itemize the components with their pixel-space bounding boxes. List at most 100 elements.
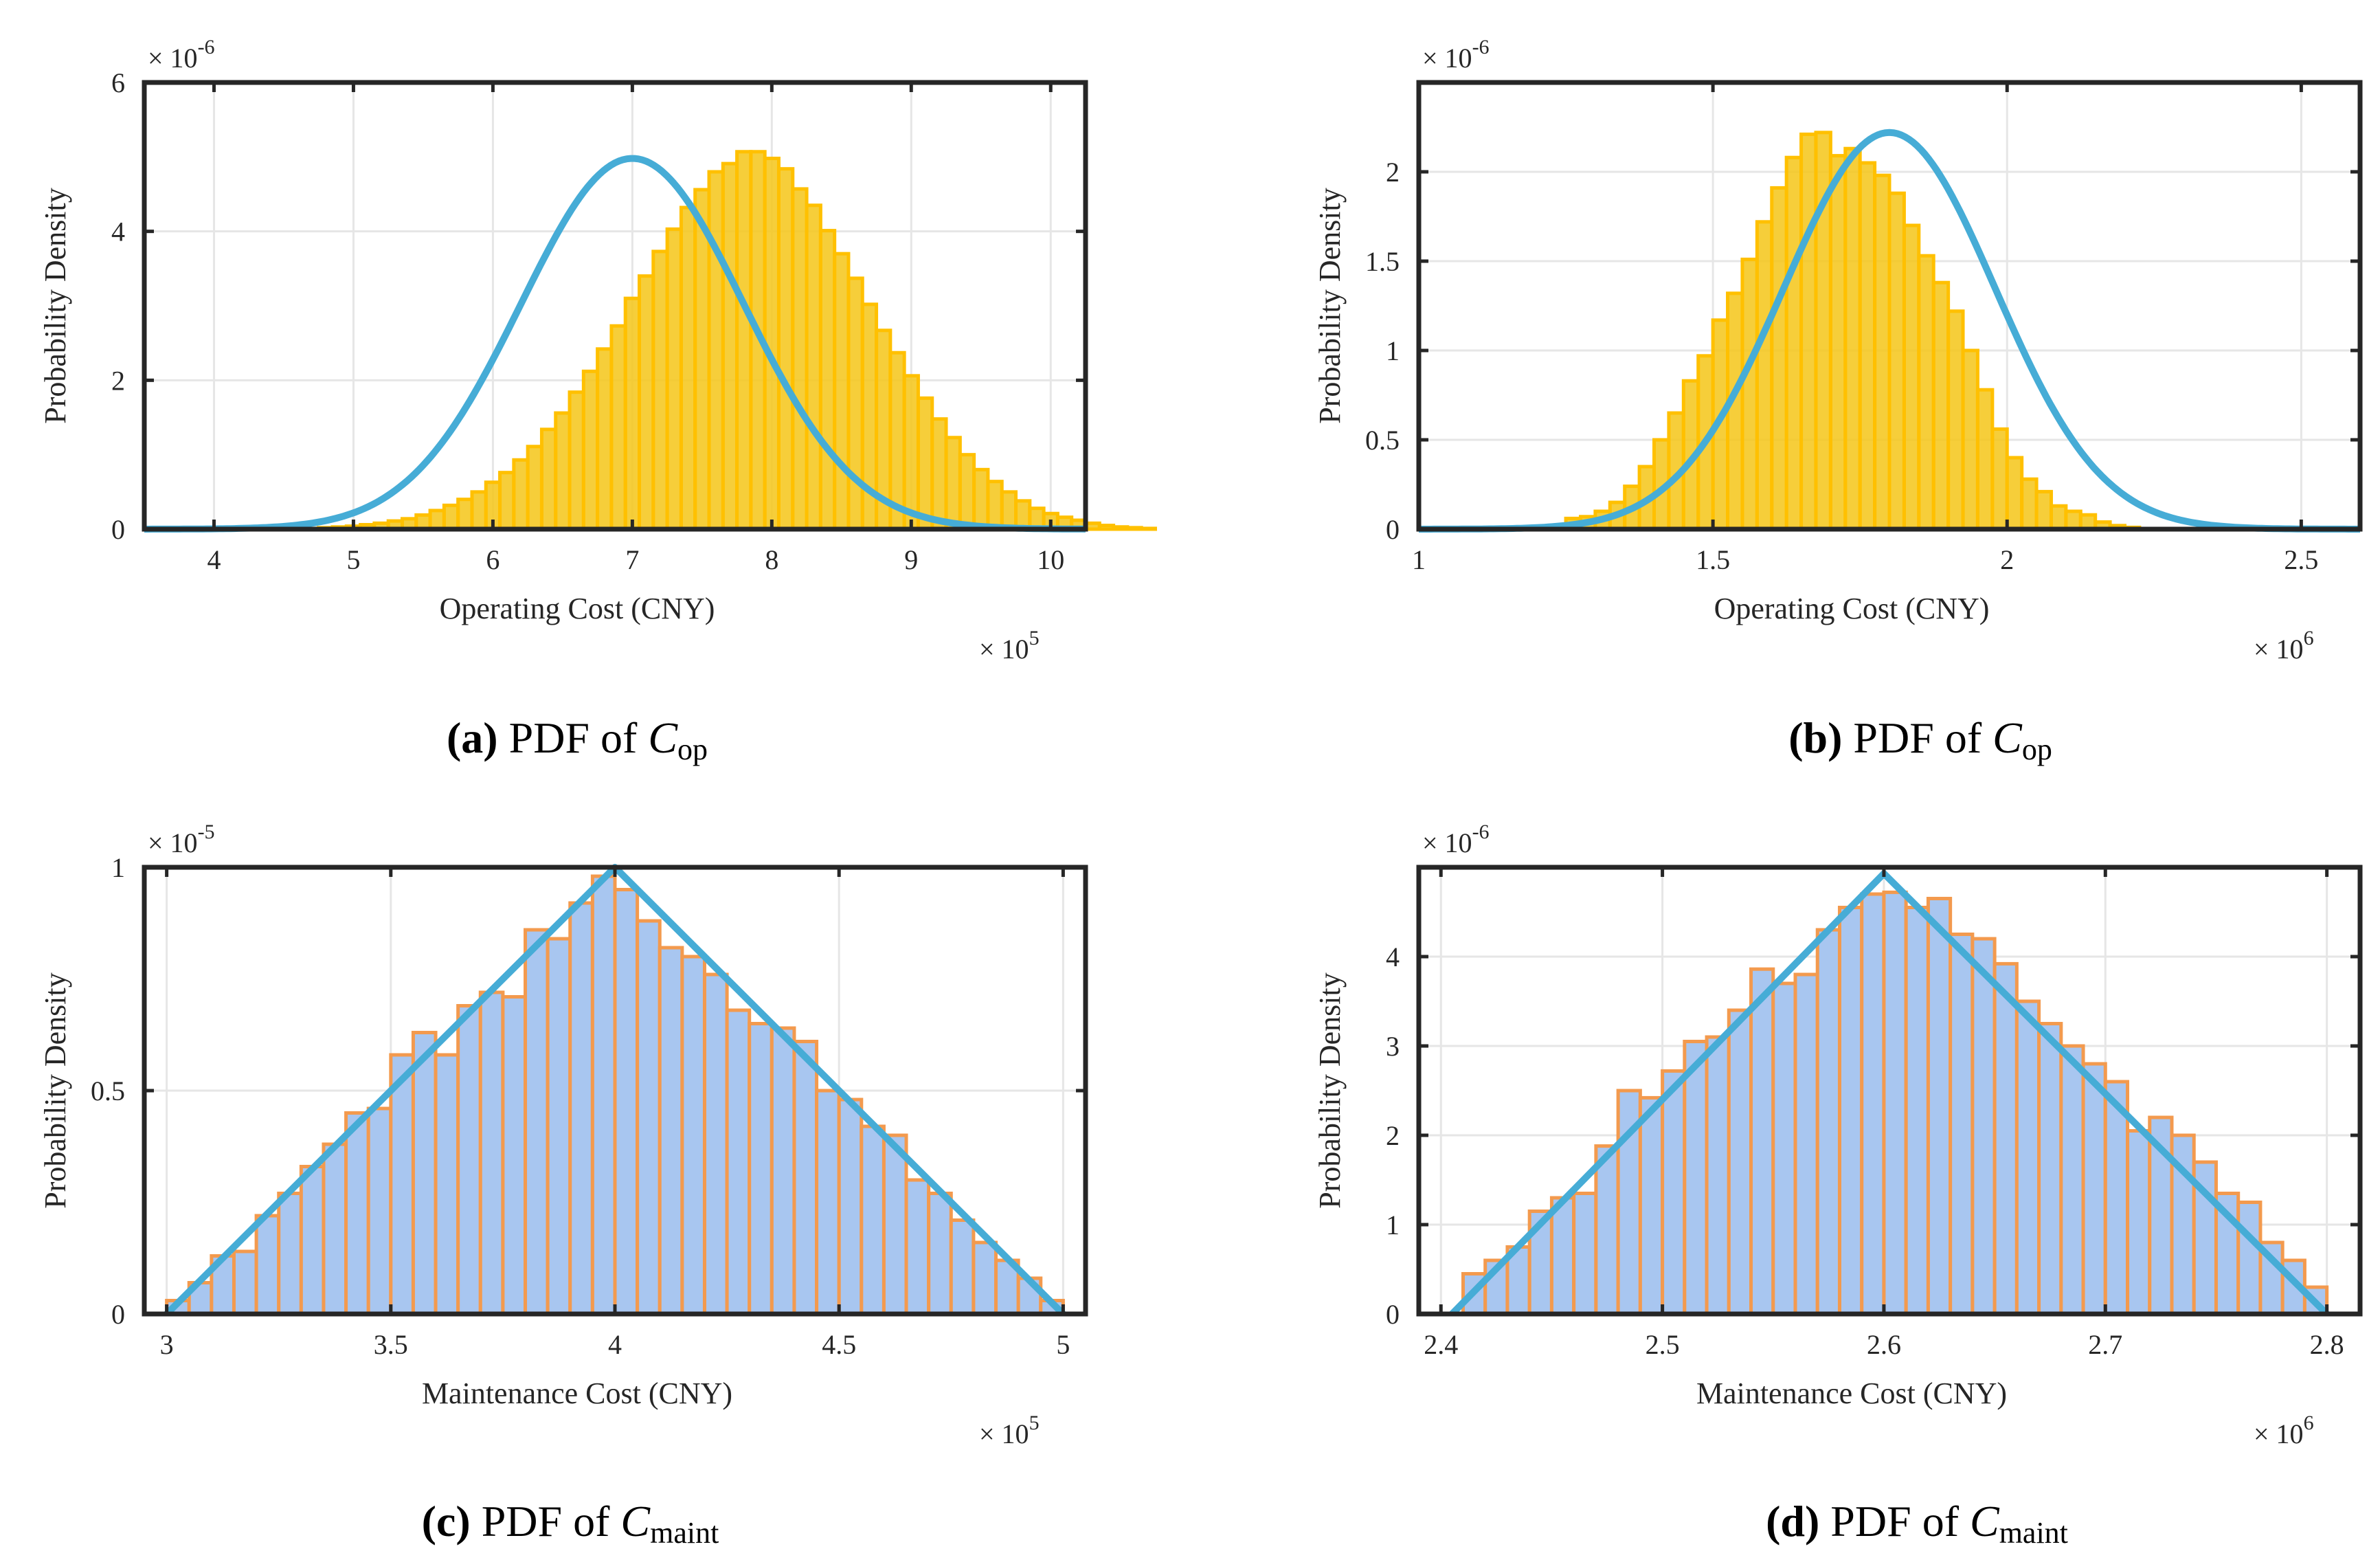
histogram-bar bbox=[902, 374, 920, 531]
y-tick-label: 1 bbox=[1386, 1210, 1400, 1240]
histogram-bar bbox=[1961, 348, 1979, 531]
y-multiplier-d: × 10 bbox=[1422, 827, 1472, 858]
histogram-bar bbox=[1727, 1008, 1753, 1316]
histogram-bar bbox=[1771, 981, 1797, 1316]
histogram-bar bbox=[944, 436, 962, 531]
x-tick-label: 7 bbox=[625, 544, 639, 575]
histogram-bar bbox=[1904, 906, 1930, 1316]
histogram-bar bbox=[679, 205, 697, 531]
y-tick-label: 1 bbox=[111, 852, 125, 883]
histogram-bar bbox=[1873, 173, 1891, 531]
histogram-bar bbox=[1000, 490, 1018, 531]
histogram-bars-a bbox=[302, 150, 1157, 531]
histogram-bar bbox=[735, 150, 753, 531]
histogram-bar bbox=[501, 995, 528, 1316]
histogram-bar bbox=[791, 187, 809, 531]
y-tick-label: 0 bbox=[1386, 1299, 1400, 1330]
histogram-bar bbox=[568, 390, 585, 531]
histogram-bar bbox=[949, 1218, 976, 1316]
y-tick-label: 3 bbox=[1386, 1031, 1400, 1062]
histogram-bar bbox=[927, 1192, 953, 1316]
histogram-bar bbox=[1882, 890, 1908, 1316]
caption-letter-c: (c) bbox=[422, 1497, 471, 1546]
histogram-bar bbox=[818, 229, 837, 531]
panel-c: 3 3.5 4 4.5 5 0 0.5 1 Maintenance Cost (CNY) Pr… bbox=[38, 821, 1088, 1550]
histogram-bar bbox=[1125, 526, 1143, 531]
y-axis-label-a: Probability Density bbox=[38, 188, 72, 423]
y-axis-label-b: Probability Density bbox=[1313, 188, 1347, 423]
histogram-bar bbox=[2081, 1062, 2107, 1316]
histogram-bar bbox=[972, 467, 990, 531]
y-tick-label: 0 bbox=[1386, 514, 1400, 545]
y-exponent-a: × 10-6 bbox=[148, 36, 215, 74]
histogram-bar bbox=[596, 347, 614, 531]
caption-letter-a: (a) bbox=[447, 713, 498, 762]
histogram-bar bbox=[1572, 1192, 1598, 1316]
histogram-bar bbox=[613, 888, 640, 1316]
histogram-bar bbox=[2034, 489, 2053, 531]
histogram-bar bbox=[1971, 937, 1997, 1316]
histogram-bar bbox=[1799, 132, 1818, 531]
histogram-bar bbox=[721, 161, 739, 531]
histogram-bar bbox=[882, 1133, 908, 1316]
histogram-bar bbox=[609, 324, 627, 531]
histogram-bar bbox=[434, 1053, 460, 1316]
histogram-bar bbox=[1683, 1040, 1709, 1316]
histogram-bar bbox=[1917, 254, 1935, 531]
histogram-bar bbox=[456, 498, 474, 531]
histogram-bar bbox=[1843, 146, 1862, 531]
pdf-curve-a bbox=[144, 155, 1086, 533]
caption-var-c: C bbox=[620, 1497, 651, 1546]
x-tick-label: 2.5 bbox=[2284, 544, 2318, 575]
x-tick-label: 2.7 bbox=[2088, 1329, 2122, 1360]
x-tick-label: 1.5 bbox=[1696, 544, 1730, 575]
histogram-bar bbox=[2020, 477, 2039, 531]
x-exponent-value-c: 5 bbox=[1029, 1412, 1040, 1434]
histogram-bar bbox=[411, 1031, 438, 1316]
x-exponent-d: × 106 bbox=[2254, 1412, 2314, 1449]
histogram-bar bbox=[707, 170, 725, 531]
histogram-bar bbox=[1990, 427, 2009, 531]
histogram-bar bbox=[930, 417, 948, 531]
histogram-bar bbox=[581, 369, 600, 531]
histogram-bar bbox=[2059, 1044, 2085, 1316]
caption-letter-d: (d) bbox=[1766, 1497, 1819, 1546]
histogram-bar bbox=[860, 1124, 886, 1316]
x-multiplier-a: × 10 bbox=[979, 634, 1029, 665]
y-exponent-value-c: -5 bbox=[198, 821, 215, 843]
histogram-bar bbox=[299, 1165, 326, 1316]
histogram-bar bbox=[470, 490, 488, 531]
histogram-bars-c bbox=[165, 874, 1065, 1316]
histogram-bar bbox=[1949, 933, 1975, 1316]
histogram-bar bbox=[638, 274, 655, 531]
histogram-bar bbox=[1931, 280, 1951, 531]
x-tick-label: 10 bbox=[1037, 544, 1064, 575]
histogram-bar bbox=[770, 1026, 796, 1316]
histogram-bar bbox=[389, 1053, 415, 1316]
histogram-bar bbox=[478, 990, 505, 1316]
histogram-bar bbox=[1755, 220, 1774, 531]
x-axis-label-c: Maintenance Cost (CNY) bbox=[422, 1377, 732, 1410]
histogram-bar bbox=[1594, 1144, 1620, 1316]
histogram-bars-b bbox=[1549, 131, 2142, 531]
histogram-bar bbox=[1726, 291, 1744, 531]
histogram-bar bbox=[526, 445, 543, 531]
x-tick-label: 6 bbox=[486, 544, 499, 575]
y-exponent-value-b: -6 bbox=[1472, 36, 1490, 58]
histogram-bar bbox=[277, 1192, 303, 1316]
histogram-bar bbox=[568, 901, 594, 1316]
x-axis-label-b: Operating Cost (CNY) bbox=[1714, 592, 1990, 625]
histogram-bar bbox=[254, 1214, 281, 1316]
caption-sub-c: maint bbox=[650, 1516, 719, 1550]
panel-b: 1 1.5 2 2.5 0 0.5 1 1.5 2 Operating Cost (CNY) P… bbox=[1313, 36, 2363, 766]
x-tick-label: 3 bbox=[160, 1329, 174, 1360]
axes-frame-d bbox=[1416, 865, 2363, 1317]
histogram-bar bbox=[1705, 1035, 1731, 1316]
y-tick-label: 0.5 bbox=[91, 1076, 125, 1106]
histogram-bar bbox=[1902, 223, 1921, 531]
histogram-bar bbox=[498, 471, 516, 531]
y-tick-label: 0.5 bbox=[1365, 425, 1400, 456]
histogram-bar bbox=[1770, 186, 1788, 531]
histogram-bar bbox=[1887, 191, 1906, 531]
